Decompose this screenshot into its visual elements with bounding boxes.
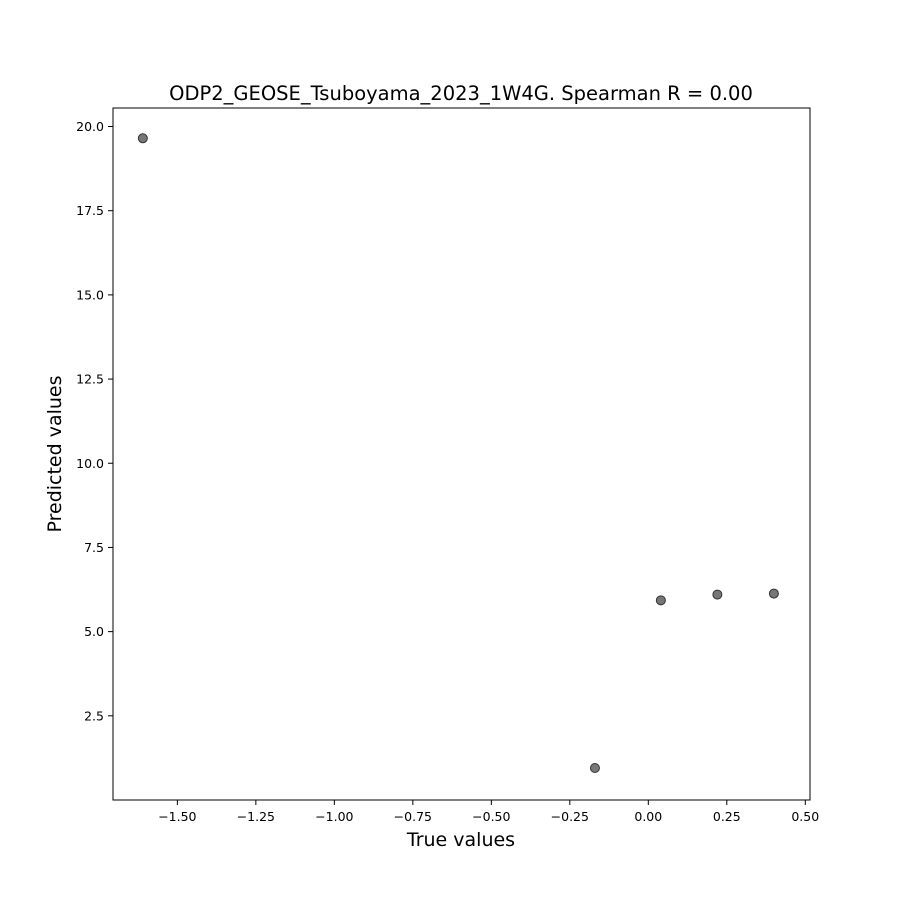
x-tick-label: −1.25 [237,809,275,824]
y-tick-label: 7.5 [84,540,104,555]
data-point [655,595,666,606]
x-tick-label: 0.00 [634,809,662,824]
plot-frame [112,107,811,801]
y-tick-label: 5.0 [84,624,104,639]
y-tick-label: 10.0 [76,456,104,471]
plot-area [137,133,779,774]
x-tick-label: −1.00 [315,809,353,824]
x-tick-label: −0.50 [472,809,510,824]
y-tick-label: 12.5 [76,372,104,387]
data-point [768,588,779,599]
x-tick-label: 0.25 [713,809,741,824]
data-point [589,763,600,774]
y-tick-label: 17.5 [76,203,104,218]
x-axis-label: True values [406,829,515,851]
y-axis: 2.5 5.0 7.5 10.0 12.5 15.0 17.5 20.0 [76,119,113,723]
x-tick-label: 0.50 [791,809,819,824]
data-point [712,589,723,600]
y-tick-label: 15.0 [76,287,104,302]
x-tick-label: −1.50 [158,809,196,824]
data-point [137,133,148,144]
y-axis-label: Predicted values [44,375,66,532]
chart-title: ODP2_GEOSE_Tsuboyama_2023_1W4G. Spearman… [169,82,753,105]
y-tick-label: 2.5 [84,708,104,723]
x-tick-label: −0.75 [394,809,432,824]
x-axis: −1.50 −1.25 −1.00 −0.75 −0.50 −0.25 0.00 0.25 0.… [158,800,819,824]
y-tick-label: 20.0 [76,119,104,134]
x-tick-label: −0.25 [551,809,589,824]
